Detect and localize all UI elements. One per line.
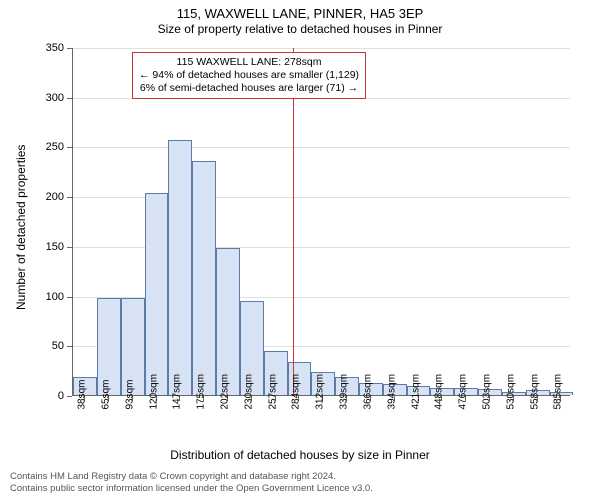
- ytick-label: 300: [32, 92, 64, 104]
- ytick-mark: [67, 98, 72, 99]
- ytick-label: 200: [32, 191, 64, 203]
- footer-line-1: Contains HM Land Registry data © Crown c…: [10, 471, 336, 482]
- ytick-label: 100: [32, 291, 64, 303]
- chart-title-main: 115, WAXWELL LANE, PINNER, HA5 3EP: [0, 0, 600, 21]
- ytick-mark: [67, 247, 72, 248]
- histogram-bar: [168, 140, 192, 395]
- gridline-h: [73, 48, 570, 49]
- annotation-line-1: 115 WAXWELL LANE: 278sqm: [139, 56, 359, 69]
- ytick-label: 350: [32, 42, 64, 54]
- plot-area: [72, 48, 570, 396]
- chart-container: 115, WAXWELL LANE, PINNER, HA5 3EP Size …: [0, 0, 600, 500]
- ytick-mark: [67, 346, 72, 347]
- ytick-label: 250: [32, 141, 64, 153]
- ytick-label: 0: [32, 390, 64, 402]
- ytick-mark: [67, 297, 72, 298]
- ytick-label: 150: [32, 241, 64, 253]
- x-axis-label: Distribution of detached houses by size …: [0, 448, 600, 462]
- histogram-bar: [192, 161, 216, 395]
- annotation-line-3: 6% of semi-detached houses are larger (7…: [139, 82, 359, 95]
- ytick-mark: [67, 147, 72, 148]
- reference-line: [293, 48, 294, 395]
- y-axis-label: Number of detached properties: [14, 145, 28, 310]
- footer-line-2: Contains public sector information licen…: [10, 483, 373, 494]
- ytick-mark: [67, 197, 72, 198]
- gridline-h: [73, 147, 570, 148]
- ytick-label: 50: [32, 340, 64, 352]
- ytick-mark: [67, 396, 72, 397]
- histogram-bar: [216, 248, 240, 395]
- annotation-line-2: ← 94% of detached houses are smaller (1,…: [139, 69, 359, 82]
- chart-title-sub: Size of property relative to detached ho…: [0, 21, 600, 36]
- ytick-mark: [67, 48, 72, 49]
- histogram-bar: [145, 193, 169, 395]
- annotation-box: 115 WAXWELL LANE: 278sqm← 94% of detache…: [132, 52, 366, 99]
